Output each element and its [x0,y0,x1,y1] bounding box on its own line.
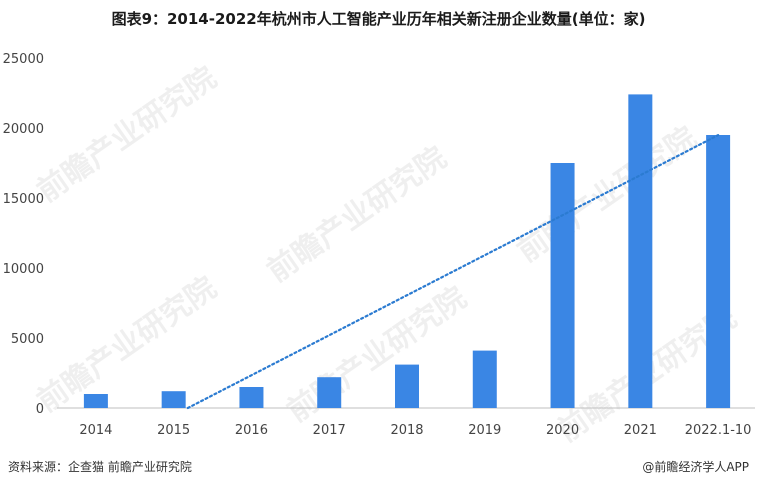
x-tick-label: 2015 [157,423,190,438]
x-tick-label: 2022.1-10 [685,423,752,438]
y-tick-label: 5000 [11,332,44,347]
bar-2022.1-10 [706,135,731,408]
bar-2014 [83,394,108,408]
bar-2018 [395,364,419,408]
x-tick-label: 2016 [235,423,268,438]
x-tick-label: 2018 [390,423,423,438]
bar-2016 [239,387,264,408]
source-note: 资料来源：企查猫 前瞻产业研究院 [8,460,192,474]
bar-2019 [472,350,497,408]
y-tick-label: 20000 [3,122,44,137]
chart-title: 图表9：2014-2022年杭州市人工智能产业历年相关新注册企业数量(单位：家) [111,10,646,28]
credit-note: @前瞻经济学人APP [642,460,749,474]
y-tick-label: 15000 [3,192,44,207]
y-tick-label: 25000 [3,52,44,67]
bar-2020 [550,163,575,408]
x-tick-label: 2020 [546,423,579,438]
bar-2021 [628,94,653,409]
trend-line [186,134,720,410]
x-tick-label: 2014 [79,423,112,438]
x-tick-label: 2017 [313,423,346,438]
y-tick-label: 10000 [3,262,44,277]
y-tick-label: 0 [36,402,44,417]
x-tick-label: 2021 [624,423,657,438]
x-tick-label: 2019 [468,423,501,438]
bar-2017 [317,377,342,408]
bar-2015 [161,391,186,408]
